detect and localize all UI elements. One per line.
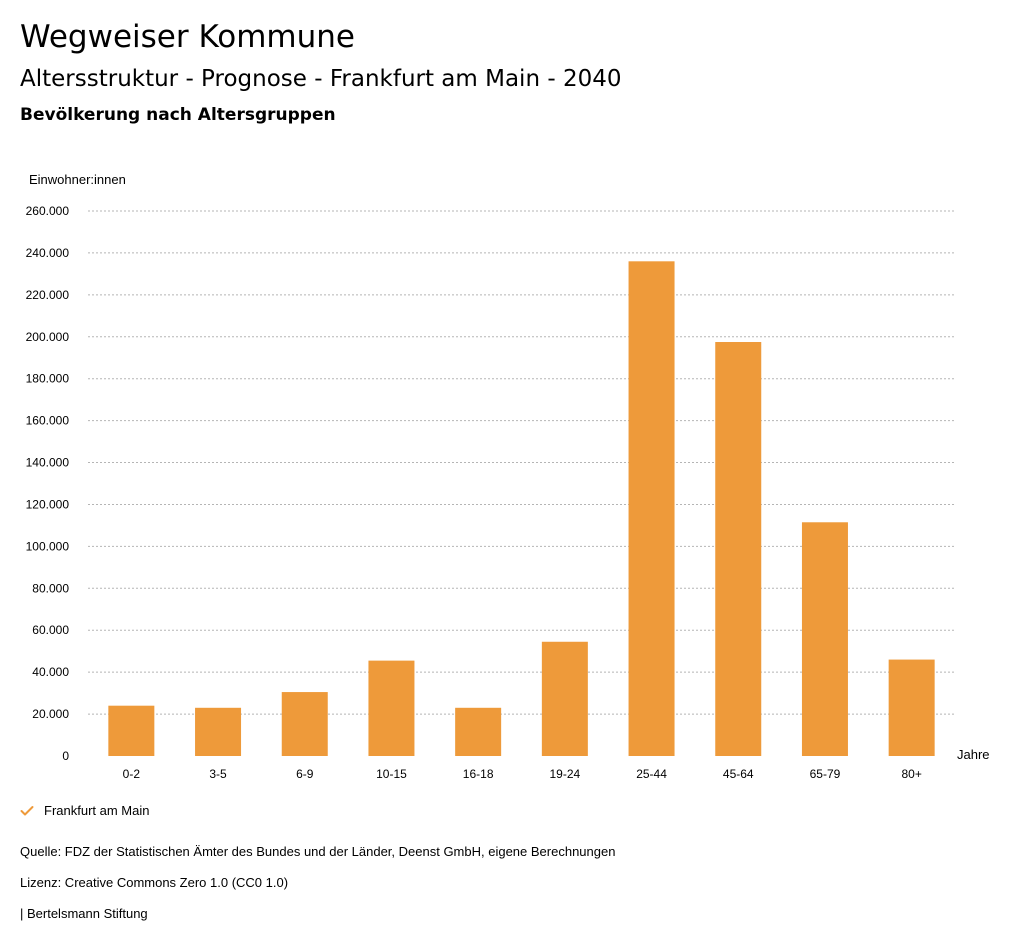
bar-3-5[interactable]	[195, 707, 242, 756]
x-tick-label: 65-79	[810, 767, 841, 781]
y-tick-label: 200.000	[26, 330, 70, 344]
legend-label: Frankfurt am Main	[44, 803, 150, 818]
y-tick-label: 220.000	[26, 288, 70, 302]
x-tick-label: 3-5	[209, 767, 227, 781]
bar-65-79[interactable]	[801, 522, 848, 756]
x-tick-label: 80+	[901, 767, 921, 781]
x-tick-label: 0-2	[123, 767, 141, 781]
page-title: Wegweiser Kommune	[20, 19, 355, 55]
legend-item[interactable]: Frankfurt am Main	[20, 803, 149, 818]
y-tick-label: 40.000	[32, 665, 69, 679]
x-tick-label: 16-18	[463, 767, 494, 781]
brand-note: | Bertelsmann Stiftung	[20, 906, 148, 921]
y-tick-label: 120.000	[26, 497, 70, 511]
y-tick-label: 160.000	[26, 414, 70, 428]
license-note: Lizenz: Creative Commons Zero 1.0 (CC0 1…	[20, 875, 289, 890]
x-tick-label: 6-9	[296, 767, 314, 781]
bar-80+[interactable]	[888, 659, 935, 756]
bar-45-64[interactable]	[715, 342, 762, 756]
bar-19-24[interactable]	[541, 641, 588, 756]
x-tick-label: 25-44	[636, 767, 667, 781]
bar-0-2[interactable]	[108, 705, 155, 756]
page-subtitle: Altersstruktur - Prognose - Frankfurt am…	[20, 66, 622, 92]
x-tick-label: 45-64	[723, 767, 754, 781]
y-tick-label: 80.000	[32, 581, 69, 595]
bar-6-9[interactable]	[281, 692, 328, 756]
y-tick-label: 60.000	[32, 623, 69, 637]
y-tick-label: 100.000	[26, 539, 70, 553]
x-tick-label: 10-15	[376, 767, 407, 781]
bar-16-18[interactable]	[455, 707, 502, 756]
y-tick-label: 240.000	[26, 246, 70, 260]
bar-10-15[interactable]	[368, 660, 415, 756]
check-icon	[20, 805, 34, 815]
x-axis-title: Jahre	[957, 747, 990, 762]
y-tick-label: 260.000	[26, 204, 70, 218]
y-tick-label: 20.000	[32, 707, 69, 721]
chart-title: Bevölkerung nach Altersgruppen	[20, 105, 336, 125]
source-note: Quelle: FDZ der Statistischen Ämter des …	[20, 844, 616, 859]
y-tick-label: 0	[62, 749, 69, 763]
bar-25-44[interactable]	[628, 261, 675, 756]
x-tick-label: 19-24	[549, 767, 580, 781]
bar-chart: Einwohner:innen Jahre 0 20.000 40.000 60.00…	[26, 172, 990, 781]
y-tick-label: 180.000	[26, 372, 70, 386]
y-axis-title: Einwohner:innen	[29, 172, 126, 187]
y-tick-label: 140.000	[26, 456, 70, 470]
